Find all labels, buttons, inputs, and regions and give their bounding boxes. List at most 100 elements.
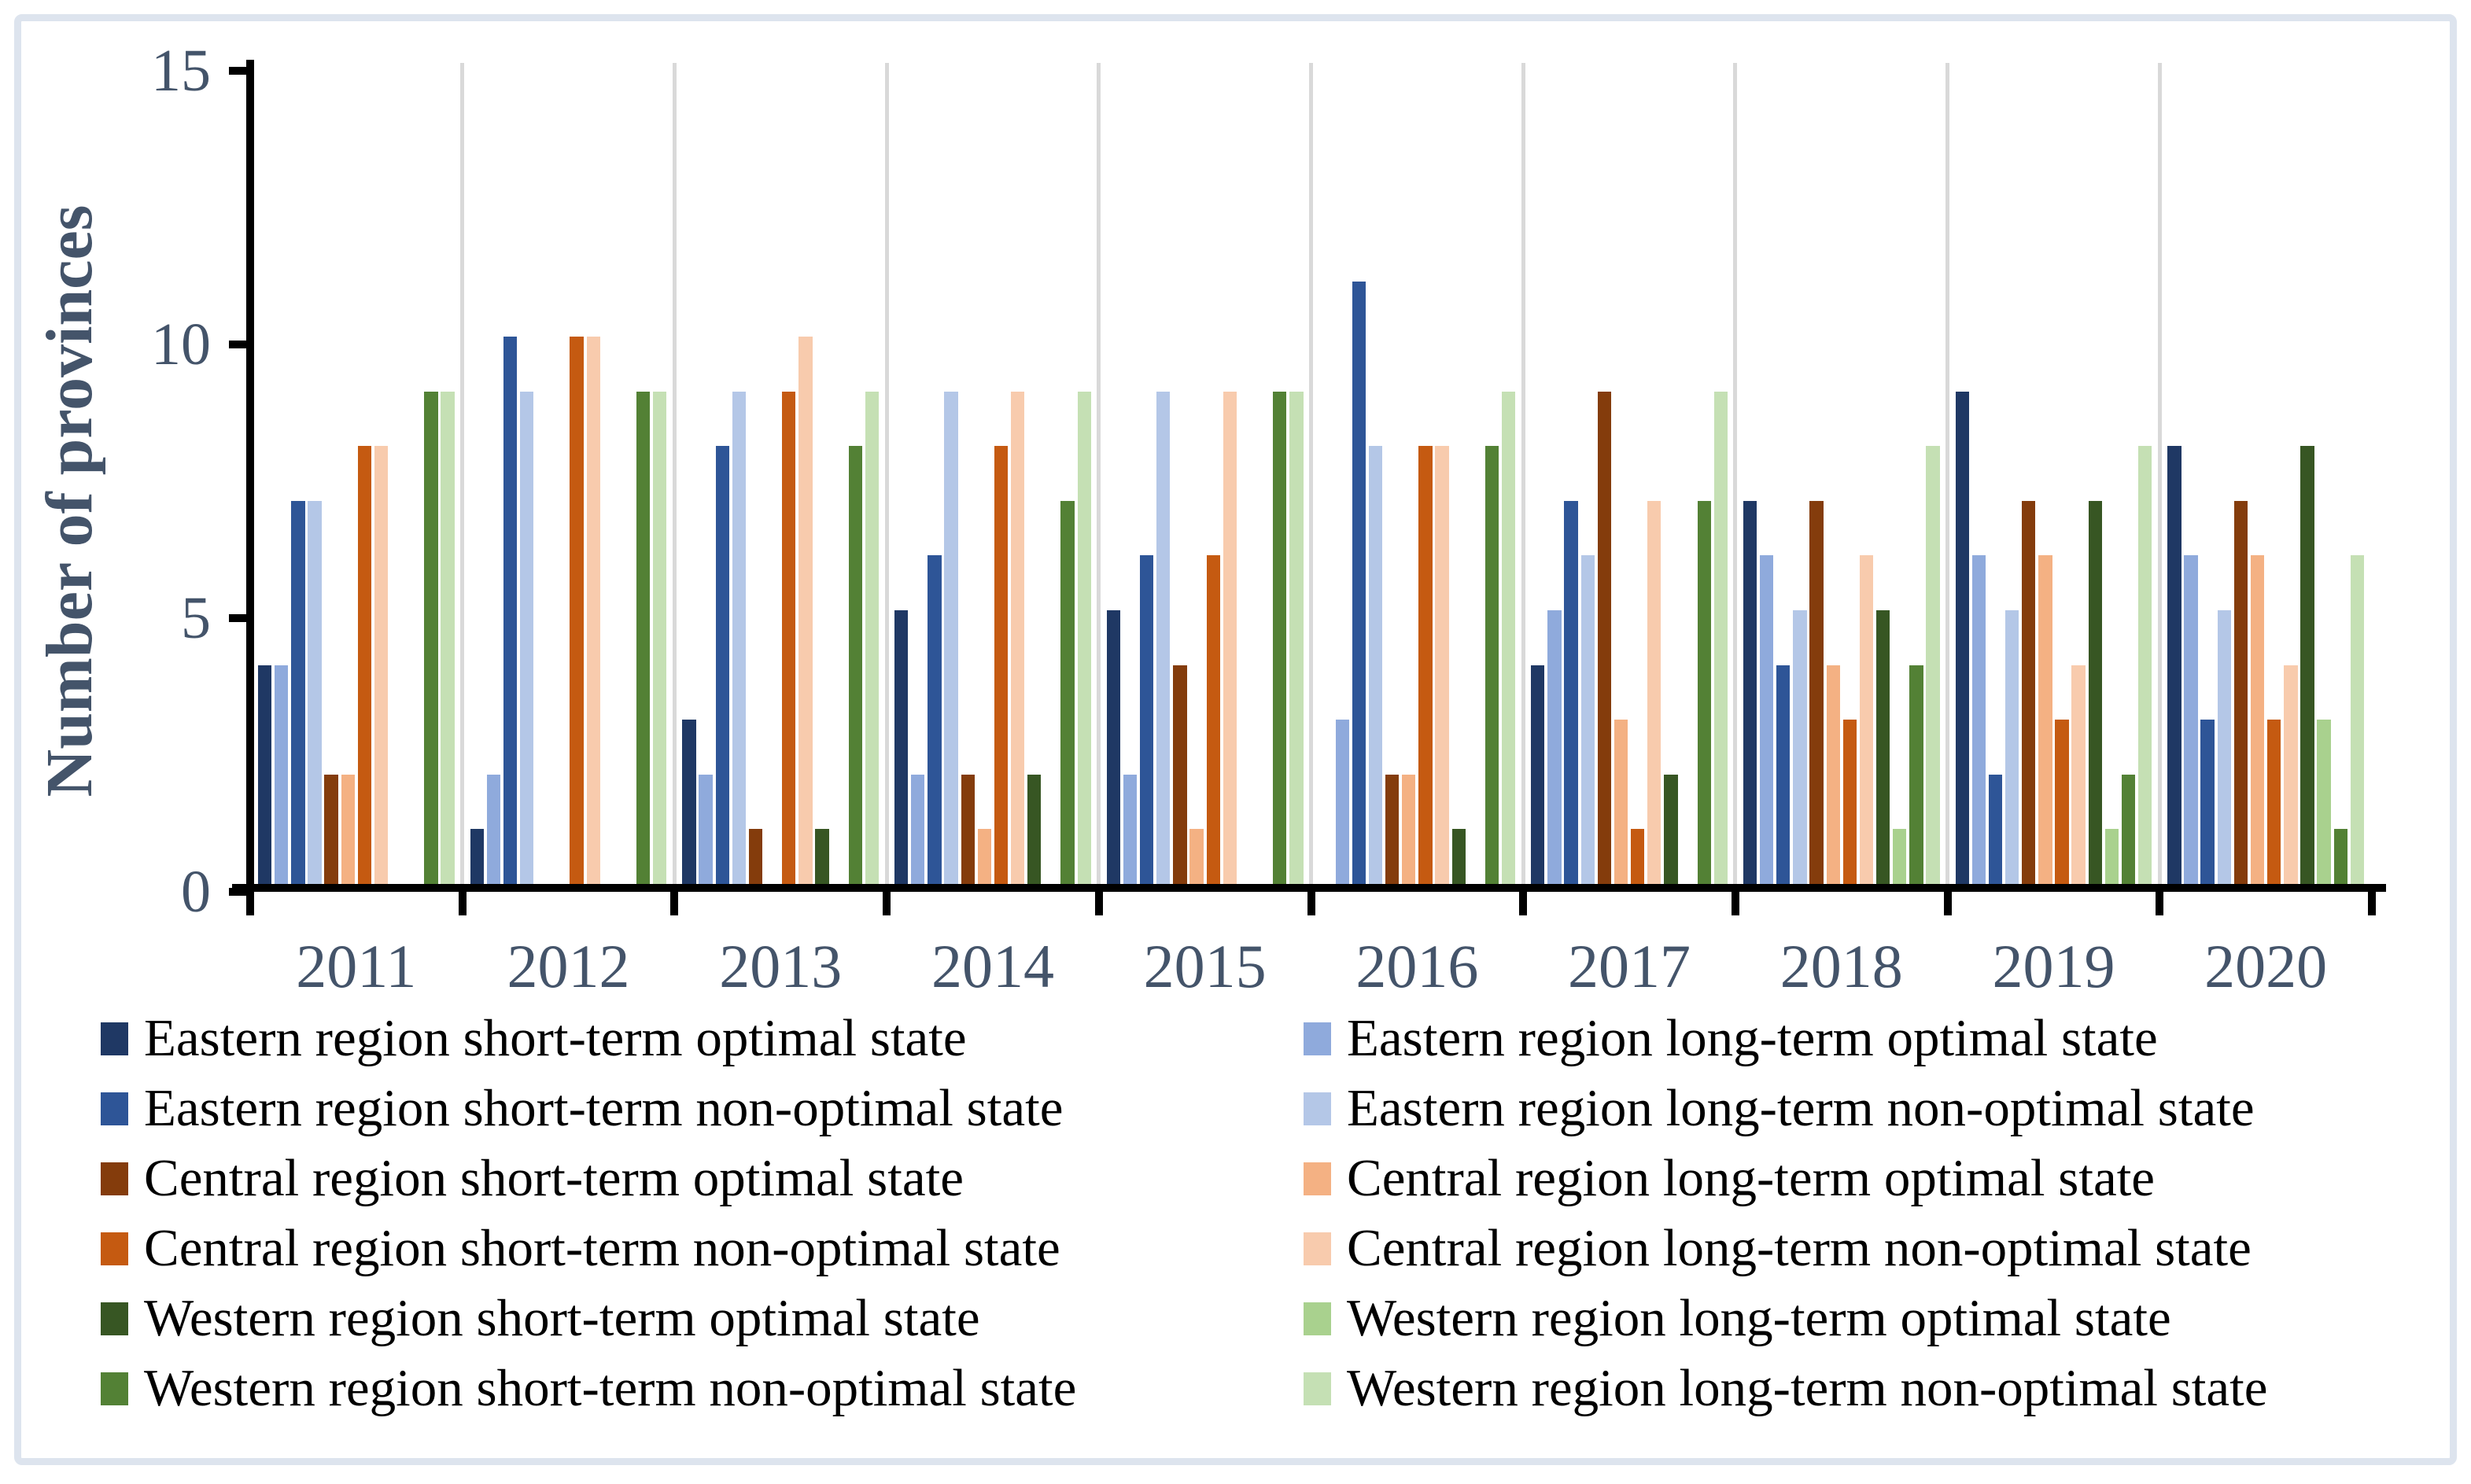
- bar-slot: [1758, 63, 1775, 884]
- x-tick-boundary: [883, 892, 891, 915]
- bar-slot: [1255, 63, 1271, 884]
- bar-slot: [1205, 63, 1222, 884]
- year-group-2012: [463, 63, 675, 884]
- bar-series-2-year-2018: [1776, 665, 1791, 884]
- year-label-2011: 2011: [296, 932, 417, 1000]
- bar-slot: [306, 63, 323, 884]
- bar-series-6-year-2016: [1418, 446, 1433, 884]
- bar-series-5-year-2017: [1614, 720, 1628, 884]
- legend-label: Western region short-term non-optimal st…: [144, 1359, 1077, 1417]
- x-axis-line: [232, 884, 2386, 892]
- bar-slot: [502, 63, 518, 884]
- bar-series-0-year-2019: [1955, 391, 1969, 884]
- legend-label: Eastern region long-term optimal state: [1347, 1009, 2158, 1067]
- legend-label: Central region short-term optimal state: [144, 1149, 964, 1207]
- bar-series-9-year-2018: [1893, 829, 1907, 884]
- bar-slot: [1351, 63, 1367, 884]
- bar-slot: [1138, 63, 1155, 884]
- bar-series-6-year-2019: [2055, 720, 2069, 884]
- bar-series-3-year-2017: [1580, 555, 1595, 884]
- bar-slot: [2166, 63, 2182, 884]
- bar-series-7-year-2014: [1010, 391, 1025, 884]
- bar-series-5-year-2011: [341, 774, 355, 884]
- legend-swatch-icon: [101, 1092, 128, 1125]
- bar-series-1-year-2016: [1335, 720, 1349, 884]
- bar-series-11-year-2013: [865, 391, 880, 884]
- bar-slot: [635, 63, 651, 884]
- x-tick-boundary: [1519, 892, 1528, 915]
- bar-series-8-year-2017: [1664, 774, 1678, 884]
- year-group-2020: [2159, 63, 2372, 884]
- year-label-2019: 2019: [1992, 932, 2115, 1000]
- bar-slot: [2004, 63, 2020, 884]
- bar-series-11-year-2015: [1289, 391, 1304, 884]
- year-group-2013: [674, 63, 887, 884]
- bar-slot: [2249, 63, 2266, 884]
- bar-series-4-year-2020: [2233, 500, 2248, 884]
- bar-slot: [1288, 63, 1304, 884]
- bar-series-5-year-2014: [977, 829, 992, 884]
- bar-series-8-year-2019: [2088, 500, 2102, 884]
- bar-series-11-year-2019: [2138, 446, 2152, 884]
- bar-slot: [1580, 63, 1596, 884]
- bar-slot: [2333, 63, 2349, 884]
- bar-slot: [1189, 63, 1205, 884]
- bar-series-9-year-2020: [2317, 720, 2331, 884]
- category-separator-line: [1097, 63, 1101, 884]
- bar-slot: [2200, 63, 2216, 884]
- bar-slot: [340, 63, 356, 884]
- bar-slot: [1222, 63, 1238, 884]
- bar-slot: [1042, 63, 1059, 884]
- bar-series-5-year-2016: [1402, 774, 1416, 884]
- bar-series-2-year-2017: [1564, 500, 1578, 884]
- bar-slot: [976, 63, 993, 884]
- bar-slot: [1875, 63, 1891, 884]
- y-tick-10: [229, 341, 246, 348]
- legend-row: Eastern region long-term non-optimal sta…: [1304, 1073, 2268, 1143]
- bar-series-4-year-2013: [748, 829, 763, 884]
- bar-slot: [2182, 63, 2199, 884]
- bar-series-7-year-2019: [2071, 665, 2086, 884]
- bar-slot: [1775, 63, 1791, 884]
- x-tick-boundary: [1094, 892, 1103, 915]
- bar-slot: [847, 63, 864, 884]
- bar-series-1-year-2012: [486, 774, 501, 884]
- year-label-2015: 2015: [1143, 932, 1267, 1000]
- legend-swatch-icon: [101, 1232, 128, 1265]
- legend-row: Central region short-term optimal state: [101, 1143, 1076, 1213]
- category-separator-line: [2157, 63, 2162, 884]
- bar-series-2-year-2015: [1139, 555, 1154, 884]
- bar-slot: [1451, 63, 1467, 884]
- bar-series-4-year-2017: [1597, 391, 1611, 884]
- bar-slot: [389, 63, 406, 884]
- y-axis-line: [246, 60, 254, 895]
- legend-label: Western region long-term non-optimal sta…: [1347, 1359, 2268, 1417]
- legend-swatch-icon: [101, 1302, 128, 1335]
- legend-row: Eastern region long-term optimal state: [1304, 1003, 2268, 1073]
- bar-slot: [1713, 63, 1729, 884]
- bar-slot: [518, 63, 535, 884]
- bar-series-4-year-2019: [2022, 500, 2036, 884]
- bar-series-1-year-2011: [275, 665, 289, 884]
- legend-row: Eastern region short-term non-optimal st…: [101, 1073, 1076, 1143]
- year-group-2018: [1735, 63, 1948, 884]
- legend-swatch-icon: [1304, 1302, 1331, 1335]
- bar-slot: [864, 63, 880, 884]
- bar-series-2-year-2014: [928, 555, 942, 884]
- bar-slot: [2299, 63, 2315, 884]
- bar-series-1-year-2018: [1759, 555, 1774, 884]
- legend-swatch-icon: [1304, 1372, 1331, 1405]
- bar-slot: [356, 63, 373, 884]
- bar-series-7-year-2018: [1859, 555, 1874, 884]
- bar-series-2-year-2013: [715, 446, 729, 884]
- bar-series-7-year-2020: [2284, 665, 2298, 884]
- bar-slot: [1484, 63, 1500, 884]
- bar-slot: [602, 63, 618, 884]
- bar-series-8-year-2016: [1451, 829, 1466, 884]
- bar-slot: [1367, 63, 1384, 884]
- legend-swatch-icon: [101, 1372, 128, 1405]
- bar-slot: [618, 63, 635, 884]
- category-separator-line: [1945, 63, 1950, 884]
- bar-series-10-year-2018: [1909, 665, 1923, 884]
- bar-series-3-year-2011: [308, 500, 322, 884]
